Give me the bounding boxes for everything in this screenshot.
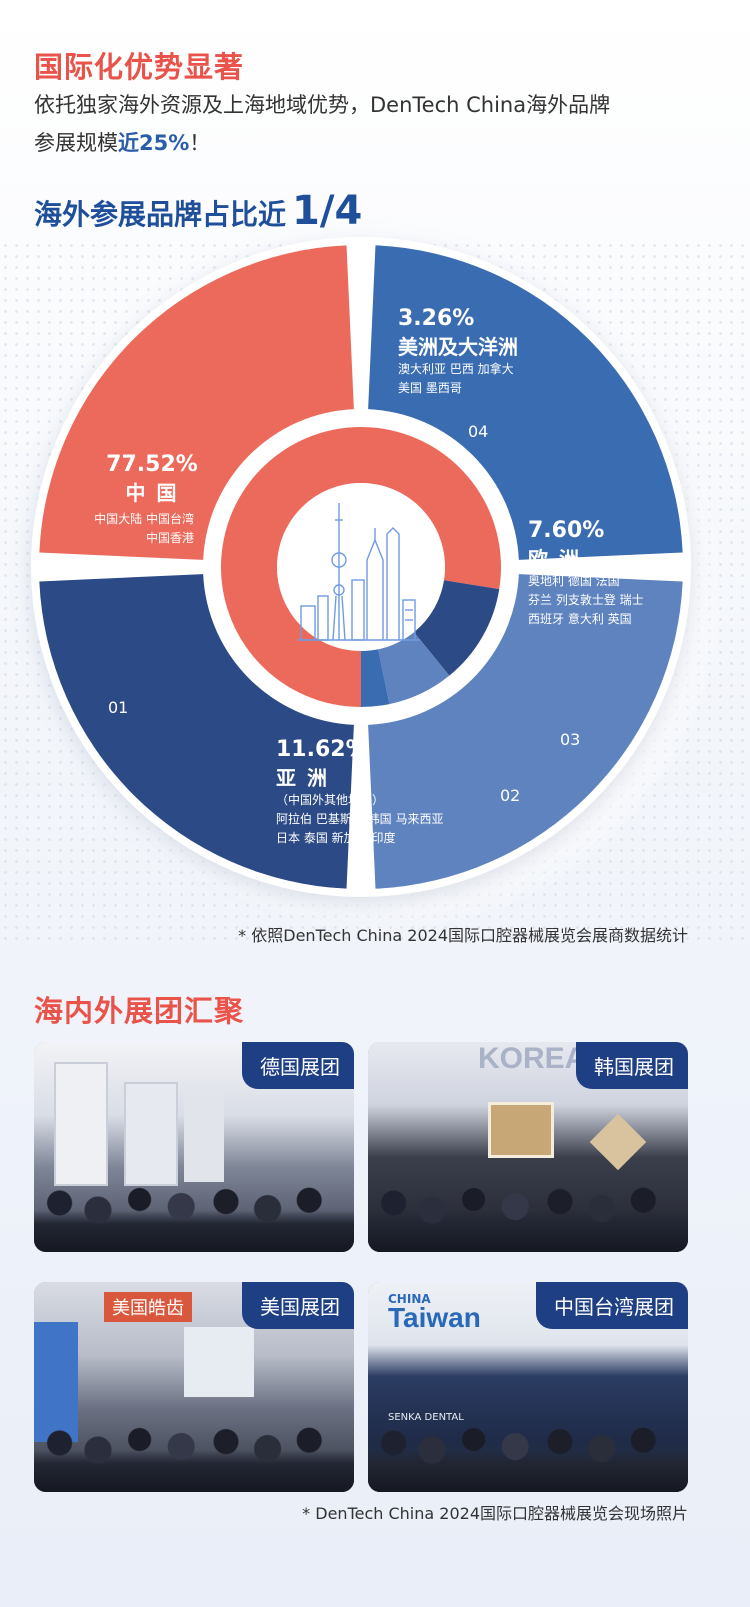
slice-label-asia: 11.62% 亚 洲 （中国外其他地区） 阿拉伯 巴基斯坦 韩国 马来西亚 日本… bbox=[276, 737, 444, 845]
slice-europe-number: 03 bbox=[560, 730, 581, 749]
outer-segment-04 bbox=[368, 245, 683, 560]
photo-footnote: * DenTech China 2024国际口腔器械展览会现场照片 bbox=[302, 1504, 688, 1523]
inner-slice-04 bbox=[361, 649, 390, 707]
inner-slice-02 bbox=[413, 580, 500, 676]
section-title-international: 国际化优势显著 bbox=[34, 50, 245, 84]
slice-asia-region: 亚 洲 bbox=[276, 766, 329, 790]
slice-asia-note: （中国外其他地区） bbox=[276, 793, 385, 807]
slice-label-china: 77.52% 中 国 bbox=[102, 452, 202, 506]
slice-label-americas: 3.26% 美洲及大洋洲 澳大利亚 巴西 加拿大 美国 墨西哥 bbox=[398, 306, 518, 395]
slice-china-percent: 77.52% bbox=[106, 452, 198, 477]
photo-korea-delegation: KOREA 韩国展团 bbox=[368, 1042, 688, 1252]
chart-footnote: * 依照DenTech China 2024国际口腔器械展览会展商数据统计 bbox=[238, 926, 688, 945]
intro-highlight: 近25% bbox=[118, 131, 190, 155]
inner-slice-03 bbox=[378, 632, 450, 705]
sign-korea: KOREA bbox=[478, 1042, 587, 1075]
sign-taiwan: Taiwan bbox=[388, 1302, 481, 1333]
photo-tag-german: 德国展团 bbox=[242, 1042, 354, 1089]
photo-german-delegation: 德国展团 bbox=[34, 1042, 354, 1252]
section-title-delegations: 海内外展团汇聚 bbox=[34, 994, 245, 1028]
center-circle bbox=[277, 483, 445, 651]
slice-americas-percent: 3.26% bbox=[398, 306, 475, 331]
sign-usa: 美国皓齿 bbox=[104, 1292, 192, 1322]
photo-usa-delegation: 美国皓齿 美国展团 bbox=[34, 1282, 354, 1492]
sign-taiwan-small: CHINA bbox=[388, 1292, 431, 1306]
sign-senka: SENKA DENTAL bbox=[388, 1412, 464, 1423]
photo-tag-korea: 韩国展团 bbox=[576, 1042, 688, 1089]
photo-taiwan-delegation: CHINA Taiwan SENKA DENTAL 中国台湾展团 bbox=[368, 1282, 688, 1492]
outer-segment-03 bbox=[368, 574, 683, 889]
slice-asia-number: 02 bbox=[500, 786, 521, 805]
chart-heading: 海外参展品牌占比近 1/4 bbox=[34, 188, 363, 234]
slice-americas-number: 04 bbox=[468, 422, 489, 441]
slice-china-countries: 中国大陆 中国台湾 中国香港 bbox=[94, 512, 194, 545]
intro-line-1: 依托独家海外资源及上海地域优势，DenTech China海外品牌 bbox=[34, 93, 611, 117]
slice-europe-percent: 7.60% bbox=[528, 518, 605, 543]
donut-chart bbox=[31, 237, 691, 897]
photo-tag-taiwan: 中国台湾展团 bbox=[536, 1282, 688, 1329]
intro-text: 依托独家海外资源及上海地域优势，DenTech China海外品牌 参展规模近2… bbox=[34, 86, 724, 162]
slice-china-region: 中 国 bbox=[125, 481, 179, 505]
chart-heading-fraction: 1/4 bbox=[292, 188, 363, 234]
photo-tag-usa: 美国展团 bbox=[242, 1282, 354, 1329]
inner-slice-01 bbox=[221, 427, 501, 707]
slice-asia-percent: 11.62% bbox=[276, 737, 368, 762]
slice-americas-region: 美洲及大洋洲 bbox=[398, 335, 518, 359]
outer-segment-01 bbox=[39, 245, 354, 560]
slice-china-number: 01 bbox=[108, 698, 129, 717]
slice-label-europe: 7.60% 欧 洲 奥地利 德国 法国 芬兰 列支敦士登 瑞士 西班牙 意大利 … bbox=[528, 518, 644, 626]
slice-europe-region: 欧 洲 bbox=[528, 547, 581, 571]
outer-segment-02 bbox=[39, 574, 354, 889]
shanghai-skyline-icon bbox=[298, 503, 420, 641]
intro-line-2: 参展规模近25%！ bbox=[34, 131, 211, 155]
